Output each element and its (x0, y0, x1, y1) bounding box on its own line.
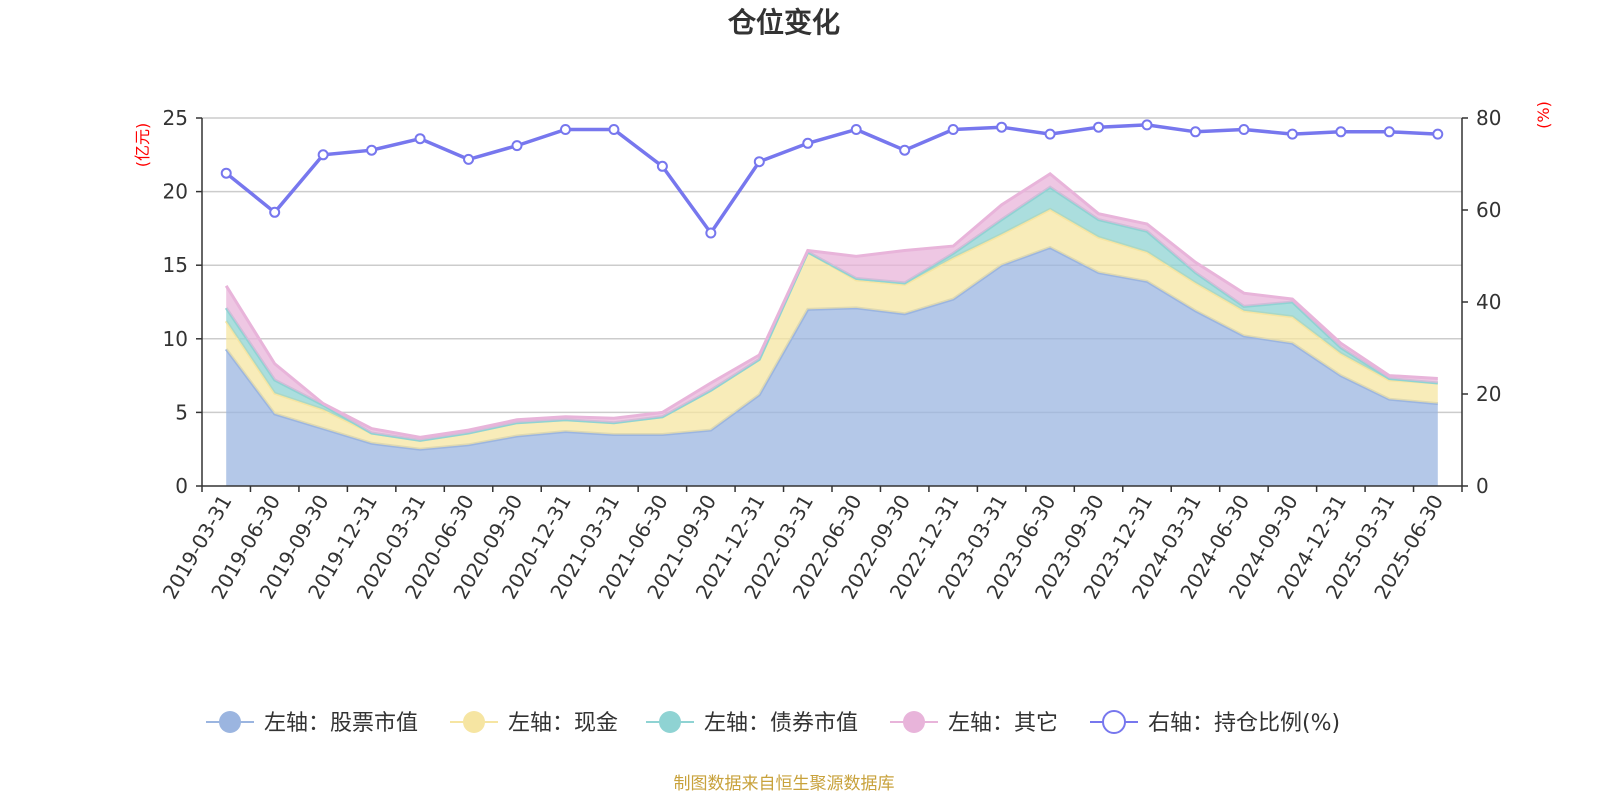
ratio-point (1286, 128, 1298, 140)
legend-label-other: 左轴：其它 (948, 711, 1058, 736)
area-edge-other (224, 172, 1438, 439)
ratio-point (1044, 128, 1056, 140)
ratio-point (1141, 119, 1153, 131)
right-axis-tick-label: 40 (1476, 290, 1501, 314)
left-axis-tick-label: 25 (163, 106, 188, 130)
legend-marker-other (903, 711, 925, 733)
left-axis-unit: (亿元) (133, 123, 152, 168)
data-source-note: 制图数据来自恒生聚源数据库 (674, 774, 895, 794)
area-stock (226, 247, 1438, 486)
legend-marker-ratio (1102, 710, 1126, 734)
right-axis-tick-label: 0 (1476, 474, 1489, 498)
legend-label-bond: 左轴：债券市值 (704, 711, 858, 736)
area-cash (226, 209, 1438, 450)
legend-label-ratio: 右轴：持仓比例(%) (1148, 711, 1340, 736)
legend-marker-stock (219, 711, 241, 733)
ratio-point (1093, 121, 1105, 133)
ratio-point (463, 153, 475, 165)
ratio-point (1383, 126, 1395, 138)
right-axis-tick-label: 80 (1476, 106, 1501, 130)
ratio-point (608, 124, 620, 135)
left-axis-tick-label: 20 (163, 180, 188, 204)
ratio-point (317, 149, 329, 161)
ratio-point (899, 144, 911, 156)
ratio-point (1432, 128, 1444, 140)
ratio-point (414, 133, 426, 145)
ratio-point (947, 124, 959, 135)
ratio-point (511, 140, 523, 152)
right-axis-unit: (%) (1534, 101, 1553, 129)
legend-marker-cash (463, 711, 485, 733)
ratio-series-line (225, 123, 1438, 237)
ratio-point (1189, 126, 1201, 138)
legend-label-cash: 左轴：现金 (508, 711, 618, 736)
ratio-point (559, 124, 571, 135)
chart-title: 仓位变化 (728, 6, 840, 39)
ratio-point (705, 227, 717, 239)
ratio-point (1238, 124, 1250, 135)
ratio-line (220, 119, 1444, 239)
stacked-areas (224, 172, 1438, 486)
left-axis-tick-label: 15 (163, 253, 188, 277)
right-axis-tick-label: 60 (1476, 198, 1501, 222)
ratio-point (269, 206, 281, 218)
ratio-point (802, 137, 814, 149)
right-axis-tick-label: 20 (1476, 382, 1501, 406)
ratio-point (220, 167, 232, 179)
legend: 左轴：股票市值 左轴：现金 左轴：债券市值 左轴：其它 右轴：持仓比例(%) (206, 710, 1340, 736)
left-axis-tick-label: 10 (163, 327, 188, 351)
ratio-point (996, 121, 1008, 133)
ratio-point (1335, 126, 1347, 138)
legend-label-stock: 左轴：股票市值 (264, 711, 418, 736)
left-axis-tick-label: 5 (175, 400, 188, 424)
legend-marker-bond (659, 711, 681, 733)
ratio-point (753, 156, 765, 168)
left-axis-tick-label: 0 (175, 474, 188, 498)
ratio-point (850, 124, 862, 135)
ratio-point (656, 160, 668, 172)
ratio-point (366, 144, 378, 156)
